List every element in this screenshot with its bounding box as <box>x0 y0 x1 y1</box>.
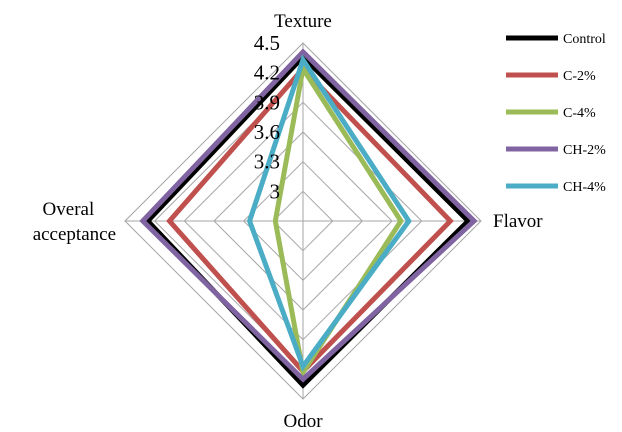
legend-label-c-4-: C-4% <box>563 106 596 121</box>
legend-label-ch-4-: CH-4% <box>563 180 606 195</box>
tick-label-2: 3.6 <box>254 120 280 144</box>
axis-label-texture: Texture <box>274 11 332 32</box>
legend-label-control: Control <box>563 32 606 47</box>
series-line-ch-4- <box>246 54 412 372</box>
legend-label-c-2-: C-2% <box>563 69 596 84</box>
tick-label-4: 4.2 <box>254 61 280 85</box>
tick-label-5: 4.5 <box>254 31 280 55</box>
tick-label-3: 3.9 <box>254 90 280 114</box>
axis-label-overall-acceptance-line2: acceptance <box>33 224 116 245</box>
series-line-ch-2- <box>139 48 478 383</box>
axis-label-overall-acceptance: Overal acceptance <box>33 199 116 245</box>
series-line-c-4- <box>272 62 404 379</box>
radar-grid <box>124 42 482 400</box>
tick-label-1: 3.3 <box>254 150 280 174</box>
radial-tick-labels: 3 3.3 3.6 3.9 4.2 4.5 <box>254 31 280 203</box>
radar-series <box>139 48 478 389</box>
axis-label-overall-acceptance-line1: Overal <box>43 199 95 220</box>
axis-labels: Texture Flavor Odor Overal acceptance <box>33 11 544 432</box>
series-line-control <box>144 53 472 389</box>
tick-label-0: 3 <box>270 179 281 203</box>
legend-label-ch-2-: CH-2% <box>563 143 606 158</box>
axis-label-odor: Odor <box>283 411 323 432</box>
axis-label-flavor: Flavor <box>493 211 543 232</box>
legend: Control C-2% C-4% CH-2% CH-4% <box>506 32 606 195</box>
